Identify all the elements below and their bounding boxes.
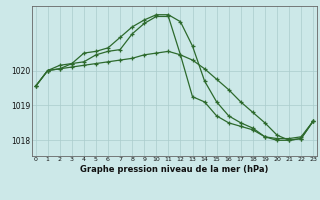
X-axis label: Graphe pression niveau de la mer (hPa): Graphe pression niveau de la mer (hPa): [80, 165, 268, 174]
